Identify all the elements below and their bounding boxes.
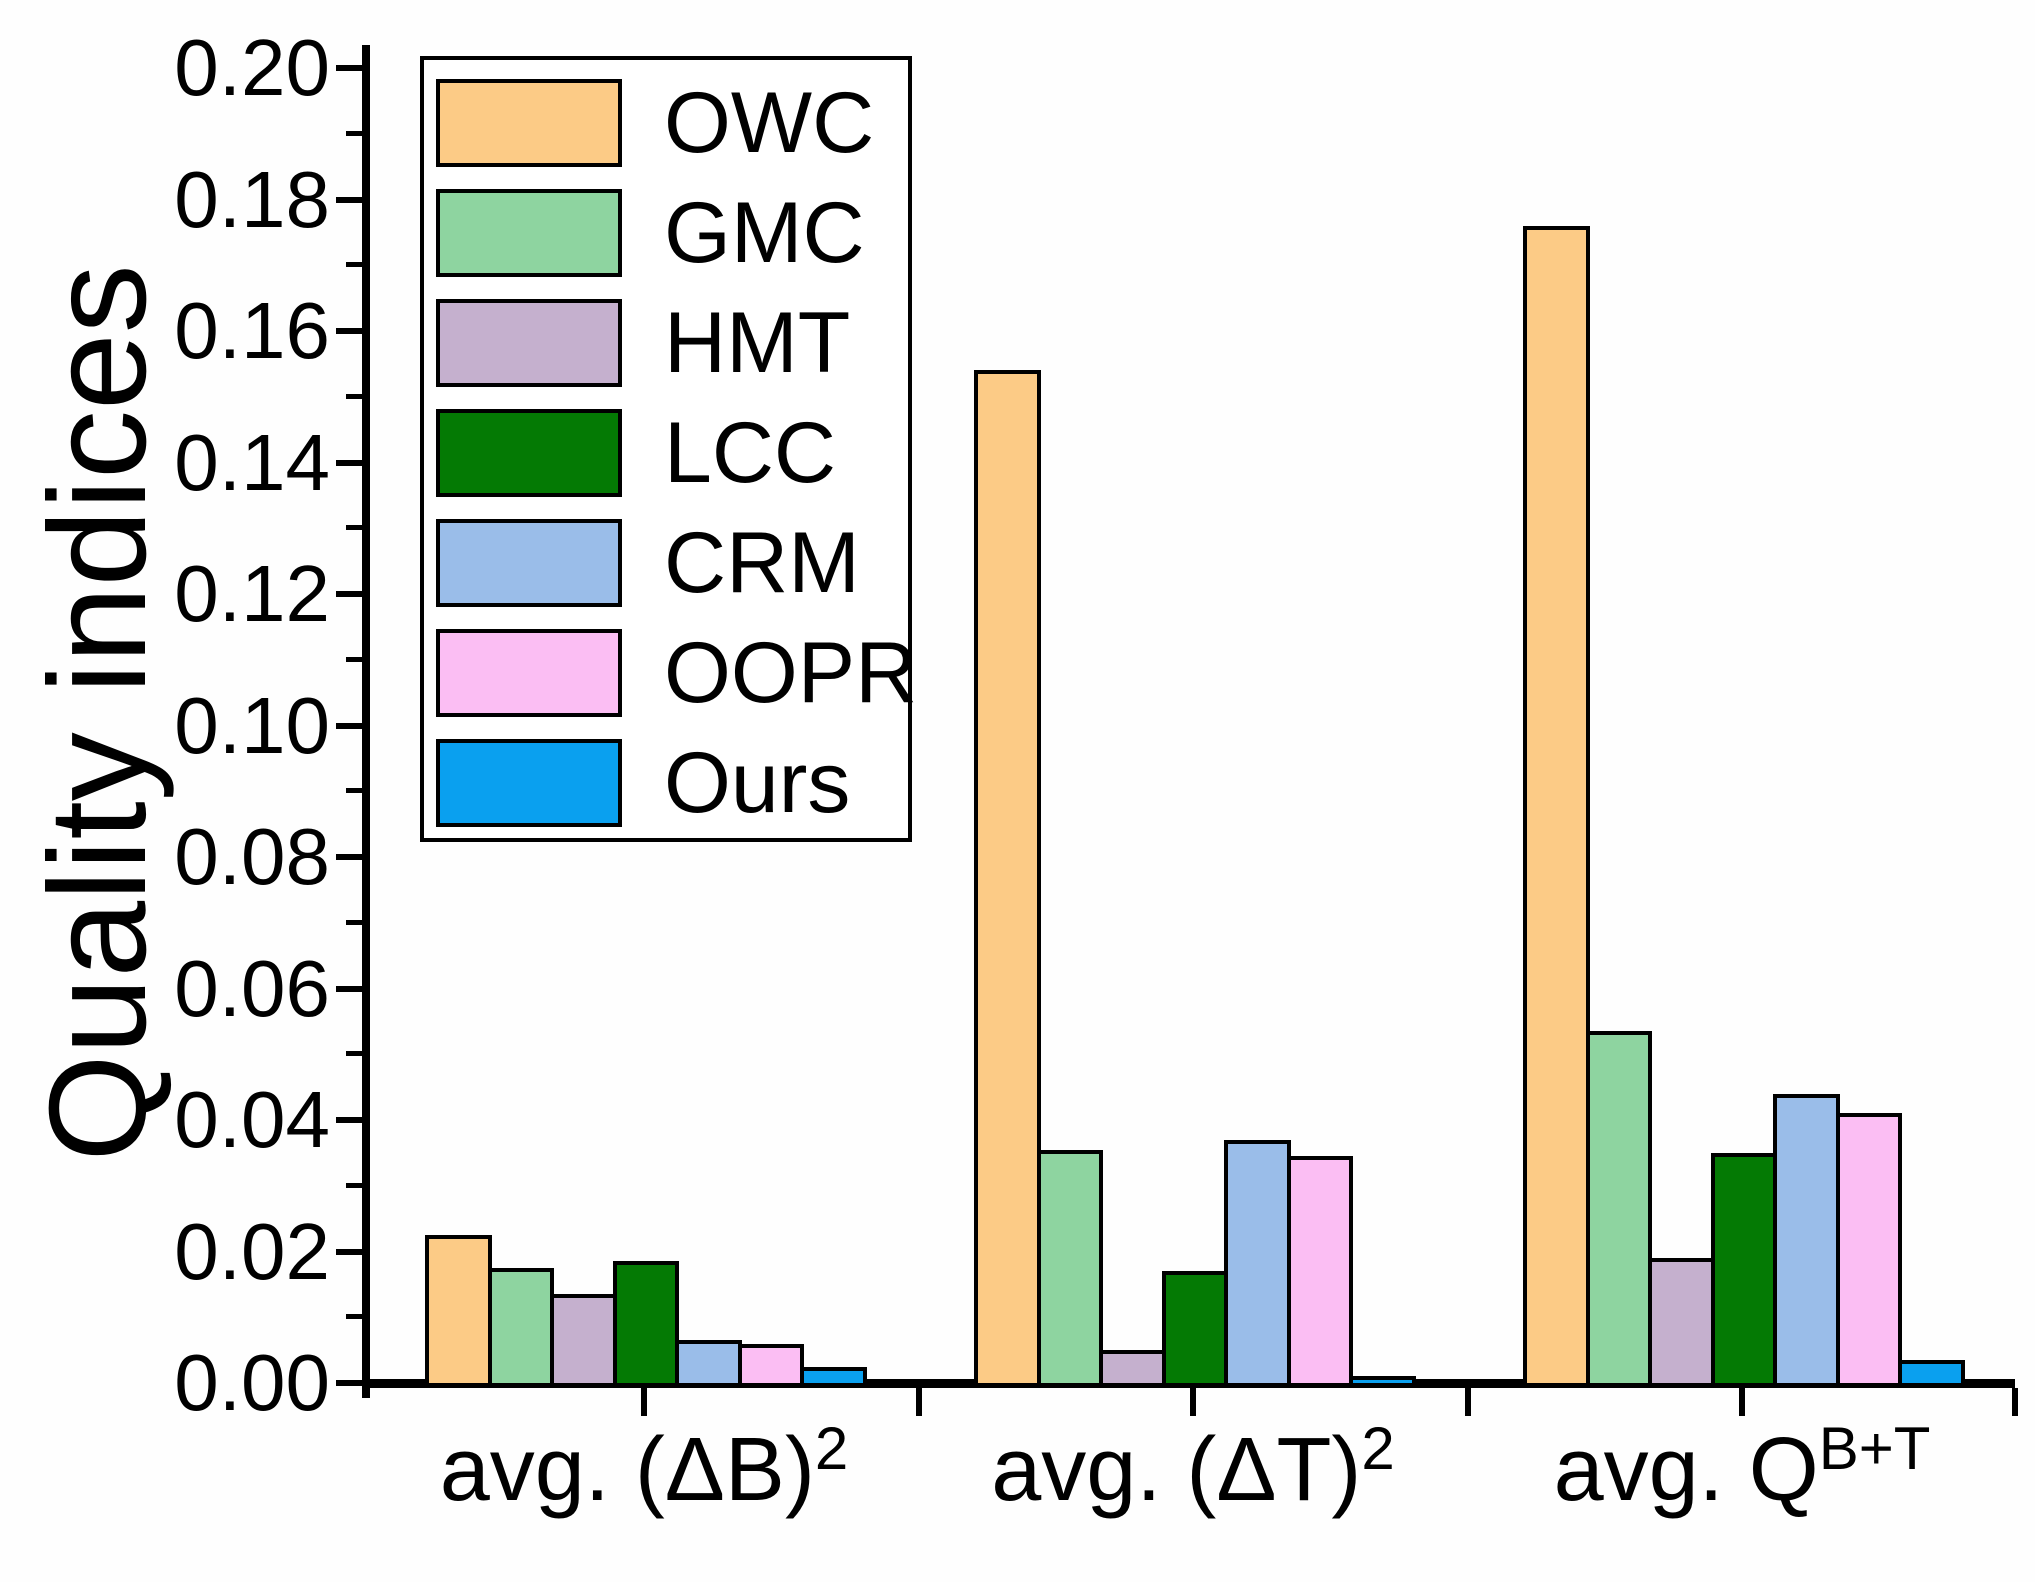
bar-GMC-group1 (487, 1267, 555, 1383)
x-category-label-2: avg. (ΔT)2 (843, 1415, 1543, 1525)
y-major-tick (336, 328, 362, 334)
y-tick-label: 0.02 (174, 1206, 330, 1296)
legend-swatch-GMC (436, 189, 622, 277)
y-minor-tick (346, 1051, 362, 1057)
y-major-tick (336, 985, 362, 992)
legend-row-LCC: LCC (424, 409, 908, 497)
x-category-superscript: B+T (1818, 1415, 1931, 1482)
y-minor-tick (346, 525, 362, 531)
x-axis-line (362, 1379, 2015, 1388)
bar-HMT-group2 (1099, 1350, 1166, 1383)
bar-HMT-group3 (1648, 1258, 1715, 1383)
legend-label-OOPR: OOPR (664, 625, 918, 721)
y-minor-tick (346, 919, 362, 925)
x-tick (641, 1388, 647, 1416)
y-minor-tick (346, 262, 362, 268)
x-category-base: avg. Q (1553, 1420, 1819, 1520)
legend-row-OOPR: OOPR (424, 629, 917, 717)
x-tick (1739, 1388, 1745, 1416)
legend-swatch-OWC (436, 79, 622, 167)
legend-swatch-CRM (436, 519, 622, 607)
y-major-tick (336, 722, 362, 729)
bar-Ours-group3 (1898, 1359, 1965, 1383)
y-major-tick (336, 459, 362, 466)
y-major-tick (336, 196, 362, 203)
y-tick-label: 0.10 (174, 680, 330, 770)
legend-row-Ours: Ours (424, 739, 908, 827)
y-major-tick (336, 65, 362, 71)
y-axis-line (362, 45, 370, 1398)
bar-OWC-group2 (974, 370, 1041, 1383)
legend-label-Ours: Ours (664, 735, 851, 831)
bar-LCC-group3 (1710, 1152, 1778, 1383)
y-tick-label: 0.20 (174, 23, 330, 112)
legend-swatch-HMT (436, 299, 622, 387)
bar-CRM-group2 (1224, 1139, 1291, 1383)
bar-OOPR-group2 (1286, 1156, 1354, 1383)
y-tick-label: 0.06 (174, 943, 330, 1033)
legend-label-CRM: CRM (664, 515, 860, 611)
y-major-tick (336, 854, 362, 860)
y-minor-tick (346, 1182, 362, 1188)
legend-swatch-OOPR (436, 629, 622, 717)
legend-label-GMC: GMC (664, 185, 865, 281)
bar-OWC-group3 (1523, 225, 1590, 1383)
y-minor-tick (346, 393, 362, 399)
bar-Ours-group2 (1349, 1376, 1416, 1383)
bar-GMC-group3 (1585, 1031, 1653, 1383)
x-category-base: avg. (ΔT) (991, 1420, 1362, 1520)
y-major-tick (336, 1248, 362, 1255)
y-tick-label: 0.08 (174, 812, 330, 901)
bar-CRM-group1 (675, 1340, 742, 1383)
legend-swatch-LCC (436, 409, 622, 497)
y-tick-label: 0.16 (174, 286, 330, 375)
y-minor-tick (346, 656, 362, 662)
x-category-base: avg. (ΔB) (439, 1420, 815, 1520)
y-tick-label: 0.18 (174, 154, 330, 244)
y-major-tick (336, 591, 362, 597)
x-tick (2012, 1388, 2018, 1416)
bar-OOPR-group3 (1835, 1113, 1903, 1383)
bar-LCC-group2 (1161, 1271, 1229, 1383)
legend-row-GMC: GMC (424, 189, 908, 277)
x-tick (1190, 1388, 1196, 1416)
legend-label-OWC: OWC (664, 75, 875, 171)
y-minor-tick (346, 788, 362, 794)
y-major-tick (336, 1117, 362, 1123)
bar-HMT-group1 (550, 1294, 617, 1383)
legend-row-OWC: OWC (424, 79, 908, 167)
x-category-label-1: avg. (ΔB)2 (294, 1415, 994, 1525)
bar-OOPR-group1 (737, 1343, 805, 1383)
y-major-tick (336, 1380, 362, 1386)
legend-label-HMT: HMT (664, 295, 851, 391)
legend-row-HMT: HMT (424, 299, 908, 387)
y-tick-label: 0.12 (174, 549, 330, 638)
y-tick-label: 0.04 (174, 1075, 330, 1164)
legend-label-LCC: LCC (664, 405, 837, 501)
bar-Ours-group1 (800, 1366, 867, 1383)
legend: OWC GMC HMT LCC CRM OOPR Ours (420, 56, 917, 842)
y-tick-label: 0.14 (174, 417, 330, 507)
y-tick-label: 0.00 (174, 1338, 330, 1427)
x-tick (1464, 1388, 1471, 1416)
x-category-label-3: avg. QB+T (1392, 1415, 2035, 1525)
bar-OWC-group1 (425, 1235, 492, 1383)
bar-CRM-group3 (1773, 1093, 1840, 1383)
bar-GMC-group2 (1036, 1149, 1104, 1383)
x-tick (915, 1388, 922, 1416)
plot-area: 0.00 0.02 0.04 0.06 0.08 0.10 0.12 0.14 0.16 0.18… (174, 28, 2018, 1423)
x-category-superscript: 2 (1361, 1415, 1395, 1482)
y-minor-tick (346, 1314, 362, 1320)
x-category-superscript: 2 (814, 1415, 849, 1482)
y-minor-tick (346, 130, 362, 136)
bar-LCC-group1 (612, 1261, 680, 1383)
legend-swatch-Ours (436, 739, 622, 827)
legend-row-CRM: CRM (424, 519, 908, 607)
